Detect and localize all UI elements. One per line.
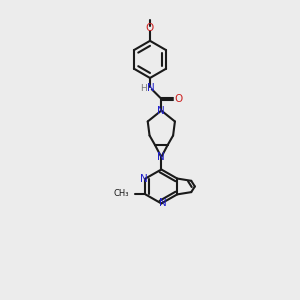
- Text: N: N: [147, 83, 155, 93]
- Text: N: N: [159, 199, 166, 208]
- Text: N: N: [158, 152, 165, 162]
- Text: N: N: [158, 106, 165, 116]
- Text: H: H: [140, 84, 147, 93]
- Text: O: O: [174, 94, 182, 104]
- Text: N: N: [140, 173, 148, 184]
- Text: CH₃: CH₃: [113, 189, 129, 198]
- Text: O: O: [146, 23, 154, 33]
